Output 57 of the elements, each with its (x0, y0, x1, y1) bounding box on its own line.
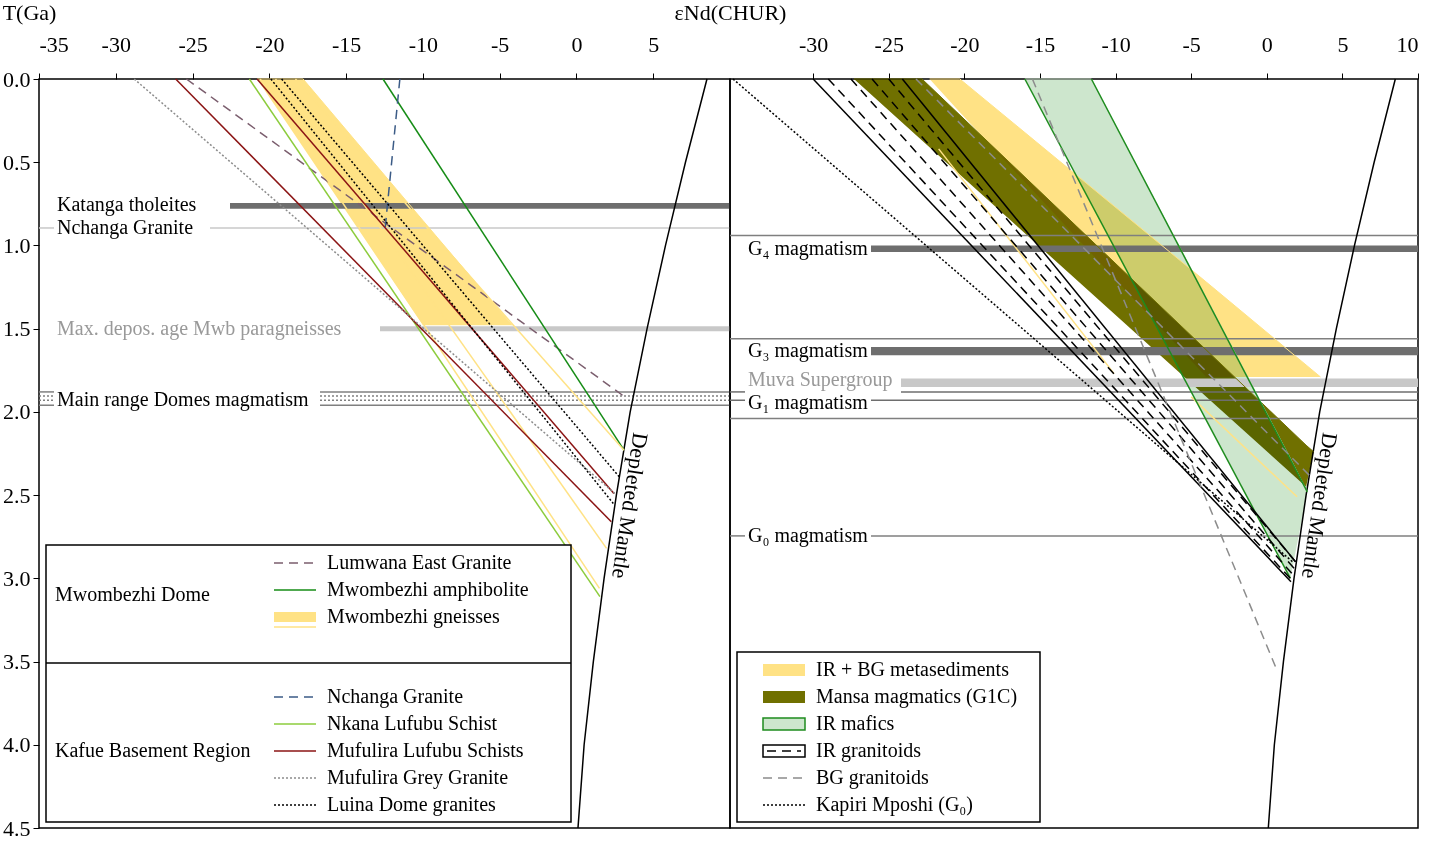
band-label: Muva Supergroup (748, 368, 893, 391)
y-tick-label: 3.5 (3, 649, 31, 675)
ref-line-label: Nchanga Granite (57, 216, 194, 240)
legend-label: Mansa magmatics (G1C) (816, 685, 1018, 708)
annotation: Mwombezhi Dome (55, 583, 211, 605)
x-tick-label: -10 (1101, 31, 1131, 57)
x-tick-label: 0 (1261, 31, 1273, 57)
x-tick-label: -35 (39, 31, 69, 57)
x-tick-label: 10 (1396, 31, 1419, 57)
legend-label: Kapiri Mposhi (G₀) (816, 793, 973, 816)
y-tick-label: 4.0 (3, 732, 31, 758)
x-tick-label: -25 (178, 31, 208, 57)
band-label: Katanga tholeites (57, 193, 197, 217)
legend-label: Mwombezhi gneisses (327, 605, 500, 628)
legend-label: IR + BG metasediments (816, 658, 1010, 680)
x-tick-label: 0 (571, 31, 583, 57)
x-tick-label: -25 (874, 31, 904, 57)
y-tick-label: 1.5 (3, 316, 31, 342)
ref-line-label: G₀ magmatism (748, 523, 869, 547)
legend-label: IR mafics (816, 712, 895, 734)
legend-label: Nchanga Granite (327, 685, 464, 708)
legend-label: Nkana Lufubu Schist (327, 712, 498, 734)
x-tick-label: -15 (1025, 31, 1056, 57)
legend-label: IR granitoids (816, 739, 922, 762)
y-tick-label: 2.5 (3, 482, 31, 508)
annotation: Kafue Basement Region (55, 739, 251, 762)
band-label: Max. depos. age Mwb paragneisses (57, 316, 342, 340)
x-tick-label: -15 (331, 31, 362, 57)
annotation: Depleted Mantle (607, 431, 654, 581)
band-label: G₃ magmatism (748, 339, 869, 363)
legend-label: Luina Dome granites (327, 793, 497, 816)
x-tick-label: -5 (1182, 31, 1201, 57)
ref-line-label: Main range Domes magmatism (57, 388, 310, 412)
y-tick-label: 1.0 (3, 232, 31, 258)
legend-label: BG granitoids (816, 766, 929, 789)
legend-label: Mufulira Lufubu Schists (327, 739, 524, 761)
y-tick-label: 0.5 (3, 149, 31, 175)
x-axis-title: εNd(CHUR) (674, 0, 787, 25)
y-tick-label: 4.5 (3, 815, 31, 841)
y-tick-label: 2.0 (3, 399, 31, 425)
x-tick-label: -5 (491, 31, 510, 57)
x-tick-label: -20 (950, 31, 980, 57)
x-tick-label: -30 (101, 31, 131, 57)
x-tick-label: 5 (1337, 31, 1349, 57)
x-tick-label: -10 (408, 31, 439, 57)
annotation: Depleted Mantle (1296, 431, 1343, 581)
ref-line-label: G₁ magmatism (748, 391, 869, 414)
legend-label: Mwombezhi amphibolite (327, 578, 529, 601)
x-tick-label: 5 (648, 31, 660, 57)
legend-label: Mufulira Grey Granite (327, 766, 509, 789)
band-label: G₄ magmatism (748, 236, 869, 260)
legend-label: Lumwana East Granite (327, 551, 512, 573)
x-tick-label: -20 (255, 31, 285, 57)
y-tick-label: 0.0 (3, 66, 31, 92)
x-tick-label: -30 (799, 31, 829, 57)
y-axis-title: T(Ga) (2, 0, 57, 25)
y-tick-label: 3.0 (3, 565, 31, 591)
